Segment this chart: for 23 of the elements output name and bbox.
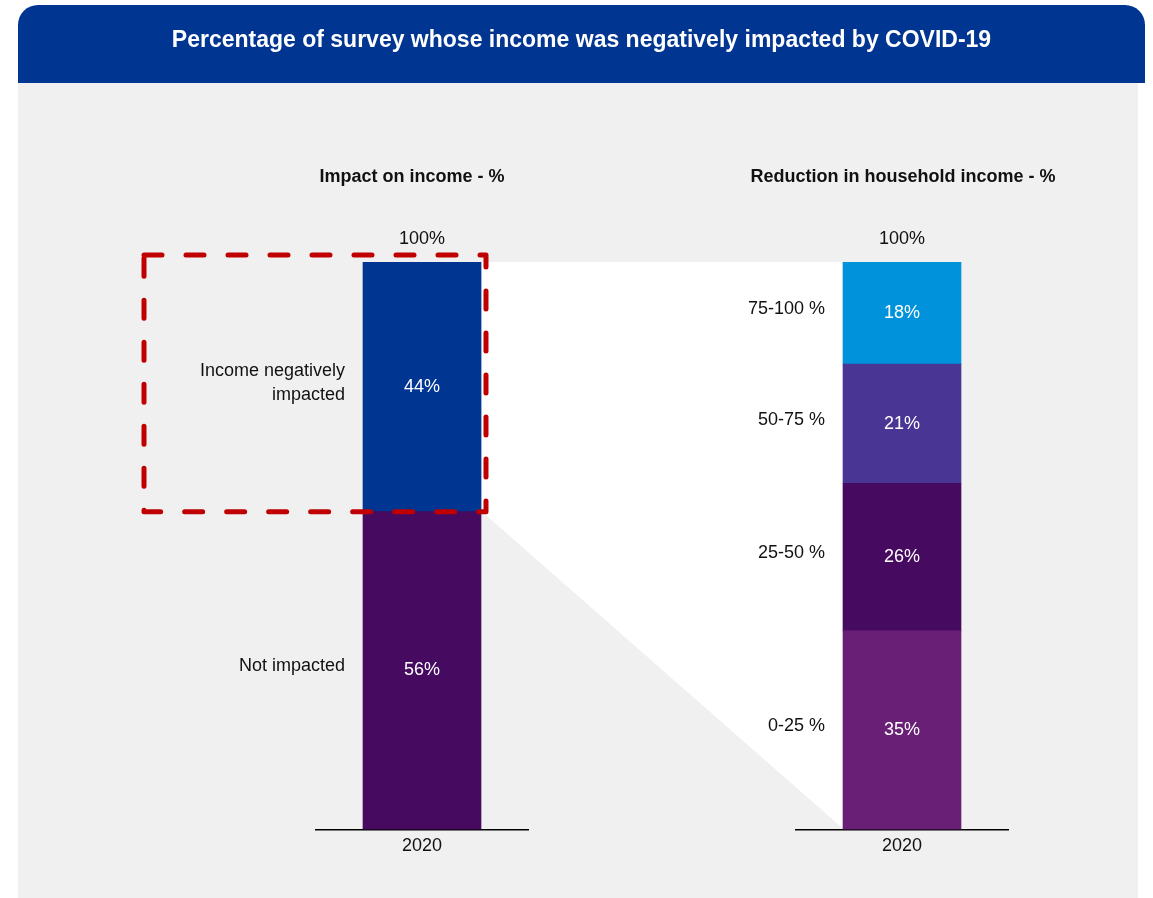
series-label: Income negatively impacted (199, 359, 345, 404)
bar (842, 482, 962, 632)
series-label: 75-100 % (747, 298, 825, 319)
series-label: 0-25 % (767, 715, 825, 736)
series-label: 25-50 % (757, 542, 825, 563)
text: Percentage of survey whose income was negatively impacted by COVID-19 (170, 25, 993, 53)
data-label: 35% (883, 719, 921, 740)
bar (842, 630, 962, 830)
bar (842, 262, 962, 365)
bar (842, 363, 962, 484)
data-label: 44% (403, 375, 441, 396)
series-label: Not impacted (238, 655, 345, 676)
x-tick-label: 2020 (881, 835, 923, 856)
chart-subtitle: Reduction in household income - % (749, 165, 1057, 187)
chart-subtitle: Impact on income - % (318, 165, 506, 187)
x-tick-label: 2020 (401, 835, 443, 856)
data-label: 26% (883, 546, 921, 567)
total-label: 100% (878, 227, 926, 248)
series-label: 50-75 % (757, 408, 825, 429)
total-label: 100% (398, 227, 446, 248)
data-label: 18% (883, 302, 921, 323)
data-label: 56% (403, 659, 441, 680)
data-label: 21% (883, 412, 921, 433)
